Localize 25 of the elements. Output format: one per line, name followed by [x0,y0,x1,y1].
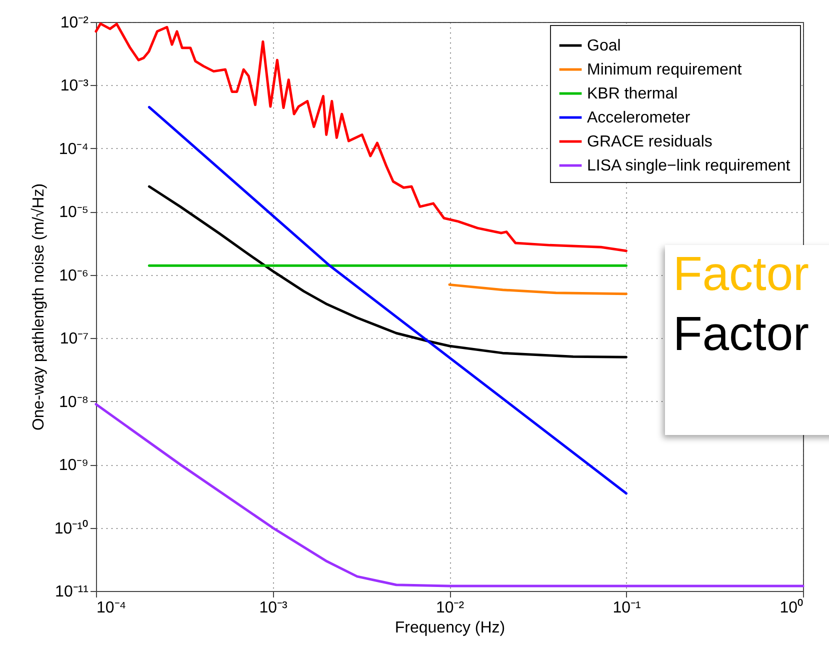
y-axis-title: One-way pathlength noise (m/√Hz) [30,183,48,431]
y-tick-label: 10⁻⁷ [60,330,89,348]
annotation: Factor [672,307,810,363]
legend-label: GRACE residuals [587,134,712,150]
legend-label: Accelerometer [587,110,691,126]
legend-label: LISA single−link requirement [587,158,791,174]
y-tick-label: 10⁻⁴ [58,140,89,158]
y-tick-label: 10⁻² [60,14,90,32]
y-tick-label: 10⁻⁸ [58,394,88,411]
y-tick-label: 10⁻⁹ [58,457,88,474]
x-tick-label: 10⁻³ [259,600,288,616]
legend-label: KBR thermal [587,86,678,102]
x-tick-label: 10⁻¹ [612,600,641,616]
y-tick-label: 10⁻¹⁰ [54,519,88,538]
x-axis-title: Frequency (Hz) [394,620,506,636]
y-tick-label: 10⁻⁵ [59,204,88,222]
y-tick-label: 10⁻¹¹ [55,584,88,600]
legend-label: Minimum requirement [587,62,742,78]
x-tick-label: 10⁻⁴ [96,600,126,616]
legend-label: Goal [587,38,621,54]
y-tick-label: 10⁻³ [60,78,90,95]
annotation: Factor [672,247,810,303]
x-tick-label: 10⁻² [436,600,465,616]
x-tick-label: 10⁰ [780,598,804,616]
y-tick-label: 10⁻⁶ [59,267,88,284]
